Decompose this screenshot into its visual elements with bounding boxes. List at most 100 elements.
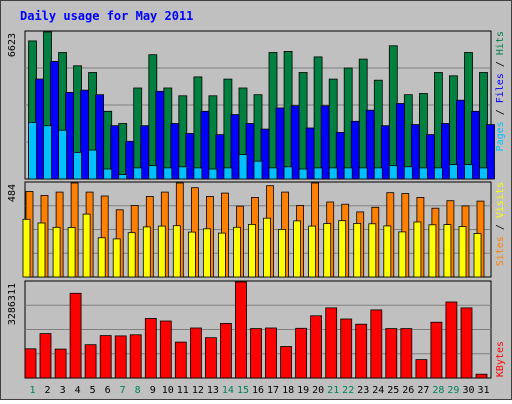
- bar-files-day-4: [80, 89, 89, 180]
- bar-kbytes-day-27: [415, 359, 428, 379]
- bar-kbytes-day-10: [159, 320, 172, 379]
- bar-files-day-31: [486, 124, 495, 180]
- bar-pages-day-15: [238, 154, 248, 180]
- bar-pages-day-8: [133, 167, 143, 180]
- bar-pages-day-5: [88, 149, 97, 180]
- bar-sites-day-20: [308, 225, 317, 278]
- x-tick-label-day-6: 6: [105, 385, 111, 396]
- bar-sites-day-6: [97, 237, 106, 278]
- x-tick-label-day-11: 11: [177, 385, 189, 396]
- right-legend-middle-part-1: /: [495, 218, 506, 236]
- bar-files-day-12: [200, 110, 210, 180]
- bar-sites-day-25: [383, 225, 392, 278]
- bar-pages-day-24: [373, 167, 383, 180]
- bar-kbytes-day-11: [174, 341, 187, 379]
- bar-files-day-8: [140, 125, 150, 180]
- x-tick-label-day-19: 19: [297, 385, 309, 396]
- bar-kbytes-day-25: [385, 328, 398, 379]
- bar-kbytes-day-8: [129, 334, 142, 379]
- bar-pages-day-13: [208, 168, 218, 180]
- bar-files-day-7: [125, 140, 135, 180]
- bar-files-day-13: [215, 134, 225, 180]
- bar-kbytes-day-9: [144, 317, 157, 379]
- x-tick-label-day-30: 30: [462, 385, 474, 396]
- bar-sites-day-3: [52, 226, 61, 278]
- bar-kbytes-day-3: [54, 348, 67, 379]
- x-tick-label-day-29: 29: [447, 385, 459, 396]
- bar-files-day-21: [335, 131, 345, 180]
- bar-pages-day-11: [178, 166, 188, 180]
- bar-sites-day-26: [398, 231, 407, 278]
- right-legend-top-part-4: Hits: [495, 31, 506, 55]
- bar-sites-day-29: [443, 224, 452, 278]
- bar-files-day-28: [440, 123, 450, 180]
- x-tick-label-day-10: 10: [162, 385, 174, 396]
- bar-kbytes-day-18: [280, 346, 293, 379]
- right-legend-middle-part-0: Sites: [495, 236, 506, 266]
- x-tick-label-day-9: 9: [150, 385, 156, 396]
- bar-pages-day-21: [328, 167, 338, 180]
- bar-pages-day-19: [298, 168, 308, 180]
- bar-sites-day-10: [157, 225, 166, 278]
- bar-kbytes-day-2: [39, 333, 52, 379]
- bar-pages-day-31: [479, 167, 488, 180]
- bar-kbytes-day-17: [265, 327, 277, 379]
- bar-pages-day-14: [223, 167, 233, 180]
- bar-pages-day-23: [358, 167, 368, 180]
- bar-files-day-10: [170, 123, 180, 180]
- bar-files-day-14: [230, 114, 240, 180]
- bar-pages-day-18: [283, 166, 293, 180]
- bar-kbytes-day-28: [430, 321, 443, 379]
- bar-kbytes-day-4: [69, 292, 82, 379]
- bar-kbytes-day-23: [355, 323, 368, 379]
- bar-files-day-2: [50, 61, 59, 180]
- bar-sites-day-9: [142, 226, 151, 278]
- x-tick-label-day-31: 31: [477, 385, 489, 396]
- bar-kbytes-day-6: [99, 335, 112, 379]
- bar-files-day-25: [395, 103, 405, 180]
- bar-pages-day-20: [313, 167, 323, 180]
- x-tick-label-day-26: 26: [402, 385, 414, 396]
- right-legend-top-part-2: Files: [495, 73, 506, 103]
- bar-files-day-9: [155, 90, 165, 180]
- bar-kbytes-day-20: [310, 315, 323, 379]
- bar-pages-day-4: [73, 151, 82, 180]
- bar-pages-day-10: [163, 167, 173, 180]
- bar-sites-day-2: [37, 222, 46, 278]
- bar-kbytes-day-15: [235, 281, 247, 379]
- bar-sites-day-22: [338, 220, 347, 278]
- bar-files-day-6: [110, 125, 120, 180]
- right-legend-top-part-0: Pages: [495, 121, 506, 151]
- bar-files-day-26: [410, 124, 420, 180]
- panel-pages-files-hits: 6623: [7, 30, 495, 180]
- bar-sites-day-5: [82, 213, 91, 278]
- bar-sites-day-23: [353, 222, 362, 278]
- x-tick-label-day-21: 21: [327, 385, 339, 396]
- bar-sites-day-21: [323, 223, 332, 278]
- bar-sites-day-30: [458, 226, 467, 278]
- bar-sites-day-12: [187, 231, 196, 278]
- x-tick-label-day-15: 15: [237, 385, 249, 396]
- bar-pages-day-12: [193, 167, 203, 180]
- bar-files-day-24: [380, 125, 390, 180]
- x-tick-label-day-25: 25: [387, 385, 399, 396]
- bar-files-day-27: [425, 134, 435, 180]
- bar-kbytes-day-29: [445, 301, 458, 379]
- bar-pages-day-25: [388, 165, 398, 180]
- panel-kbytes: 3286311: [7, 280, 492, 379]
- bar-sites-day-17: [263, 217, 271, 278]
- x-tick-label-day-3: 3: [60, 385, 66, 396]
- right-legend-bottom: KBytes: [495, 341, 506, 377]
- y-max-label-visits-sites: 484: [7, 184, 18, 202]
- right-legend-middle-part-2: Visits: [495, 182, 506, 218]
- bar-files-day-18: [290, 105, 300, 180]
- x-tick-label-day-22: 22: [342, 385, 354, 396]
- y-max-label-pages-files-hits: 6623: [7, 33, 18, 57]
- x-tick-label-day-13: 13: [207, 385, 219, 396]
- bar-sites-day-27: [413, 221, 422, 278]
- bar-sites-day-8: [127, 232, 136, 278]
- bar-sites-day-1: [22, 218, 31, 278]
- bar-kbytes-day-16: [250, 328, 262, 379]
